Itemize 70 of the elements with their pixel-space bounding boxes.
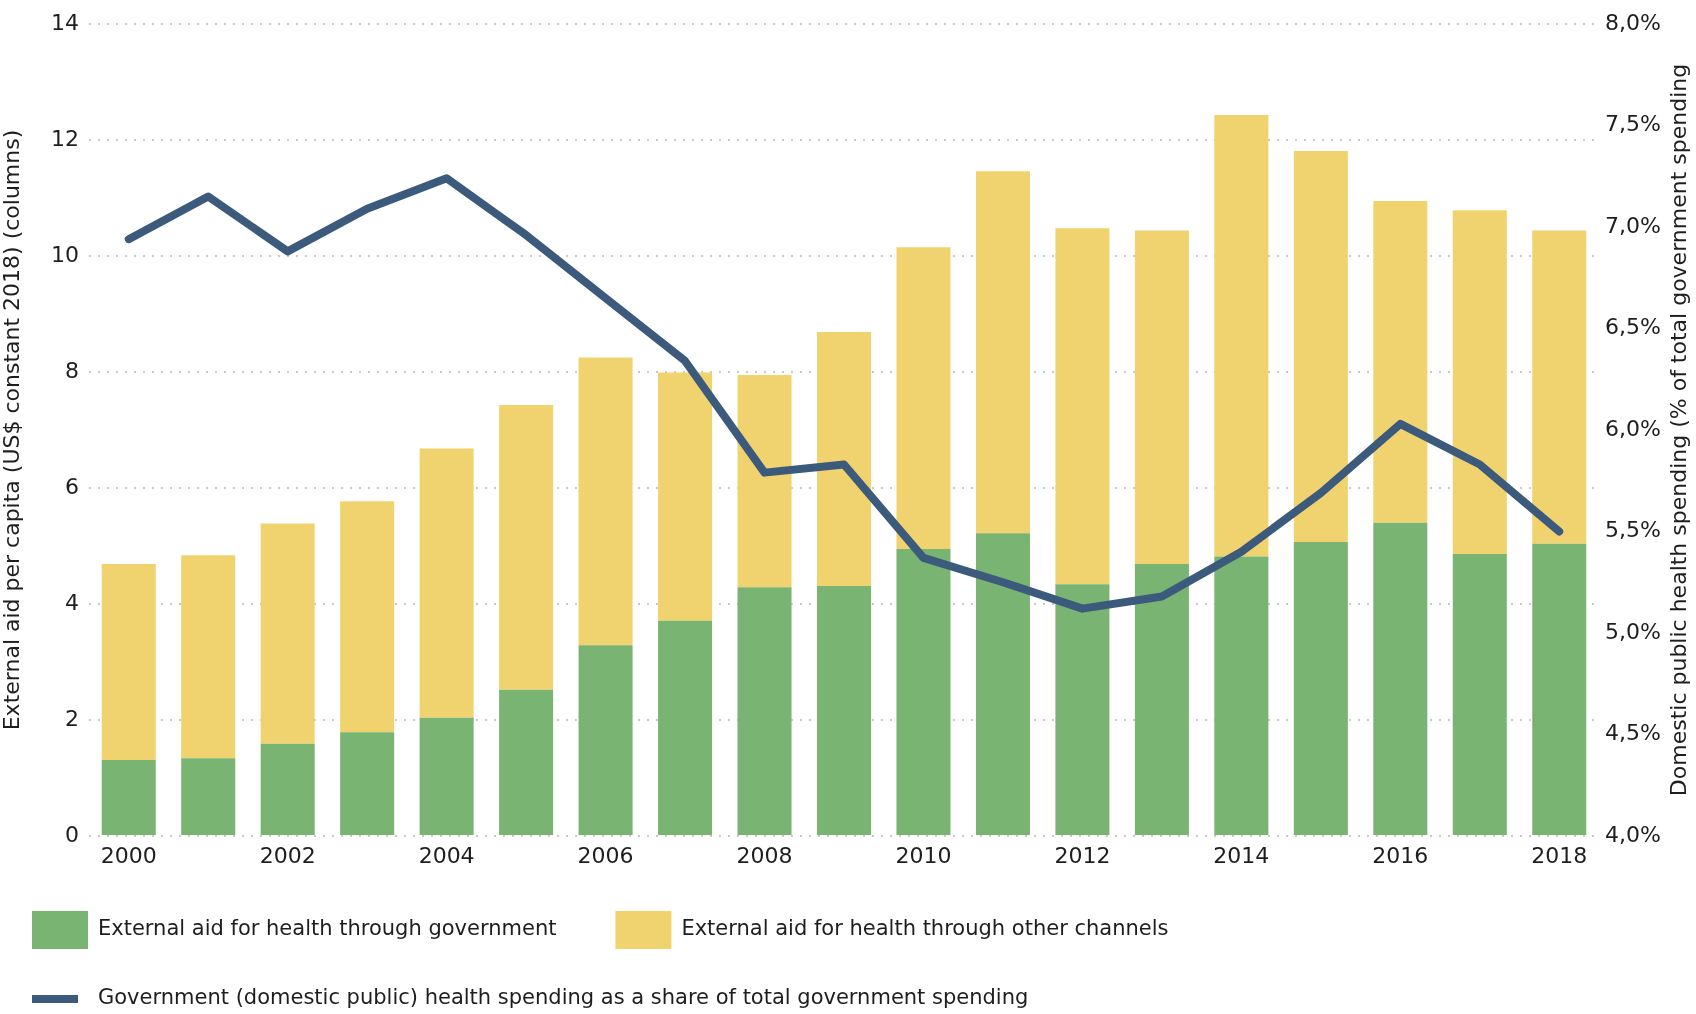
legend-label: External aid for health through other channels <box>681 916 1169 941</box>
y-tick-label: 2 <box>65 705 79 731</box>
bar <box>1373 522 1428 835</box>
bar <box>816 586 872 835</box>
x-tick-label: 2010 <box>895 842 952 868</box>
bar <box>1293 151 1348 542</box>
bar <box>340 501 395 733</box>
y-tick-label: 0 <box>65 821 79 847</box>
bar <box>1055 228 1110 585</box>
x-tick-label: 2002 <box>259 842 316 868</box>
y2-tick-label: 4,5% <box>1605 720 1661 746</box>
x-tick-label: 2004 <box>418 842 475 868</box>
bar <box>1373 200 1428 523</box>
y2-tick-label: 6,0% <box>1605 415 1661 441</box>
bar <box>578 645 633 835</box>
y2-tick-label: 5,0% <box>1605 618 1661 644</box>
bar <box>1134 230 1189 564</box>
y-axis-title: External aid per capita (US$ constant 2018) (columns) <box>0 129 24 731</box>
bar <box>975 533 1030 835</box>
bar <box>1532 543 1587 835</box>
bar <box>1214 115 1269 557</box>
bar <box>1293 541 1348 835</box>
bar <box>1452 554 1507 835</box>
x-tick-label: 2012 <box>1054 842 1111 868</box>
bar <box>499 689 554 835</box>
bar <box>181 758 236 835</box>
legend-label: External aid for health through government <box>98 916 557 941</box>
x-tick-label: 2000 <box>100 842 157 868</box>
bar <box>896 247 951 549</box>
y-tick-label: 4 <box>65 589 79 615</box>
bar <box>975 171 1030 534</box>
y2-tick-label: 8,0% <box>1605 9 1661 35</box>
bar <box>1055 584 1110 835</box>
bar <box>340 732 395 835</box>
y2-tick-label: 7,5% <box>1605 111 1661 137</box>
bar <box>419 448 474 718</box>
bar <box>1214 556 1269 835</box>
bar <box>181 555 236 759</box>
x-tick-label: 2014 <box>1213 842 1270 868</box>
bar <box>419 717 474 835</box>
x-tick-label: 2008 <box>736 842 793 868</box>
x-tick-label: 2018 <box>1531 842 1588 868</box>
y2-tick-label: 7,0% <box>1605 212 1661 238</box>
y2-tick-label: 6,5% <box>1605 314 1661 340</box>
x-tick-label: 2006 <box>577 842 634 868</box>
y2-tick-label: 4,0% <box>1605 821 1661 847</box>
bar <box>737 374 792 588</box>
bar <box>1452 210 1507 555</box>
bar <box>816 331 872 587</box>
bar <box>1532 230 1587 544</box>
y-tick-label: 14 <box>51 9 79 35</box>
bar <box>499 405 554 690</box>
y-tick-label: 8 <box>65 357 79 383</box>
bar <box>101 563 156 761</box>
y-tick-label: 12 <box>51 125 79 151</box>
x-tick-label: 2016 <box>1372 842 1429 868</box>
bar <box>896 548 951 835</box>
bar <box>260 743 315 835</box>
y-tick-label: 10 <box>51 241 79 267</box>
legend-label: Government (domestic public) health spending as a share of total government spending <box>98 985 1029 1010</box>
bar <box>658 372 713 621</box>
bar <box>658 620 713 835</box>
bar <box>578 357 633 646</box>
bar <box>101 760 156 835</box>
bar <box>737 587 792 835</box>
bar <box>260 523 315 744</box>
y2-tick-label: 5,5% <box>1605 517 1661 543</box>
bar <box>1134 563 1189 835</box>
y-tick-label: 6 <box>65 473 79 499</box>
y2-axis-title: Domestic public health spending (% of total government spending <box>1665 63 1691 797</box>
